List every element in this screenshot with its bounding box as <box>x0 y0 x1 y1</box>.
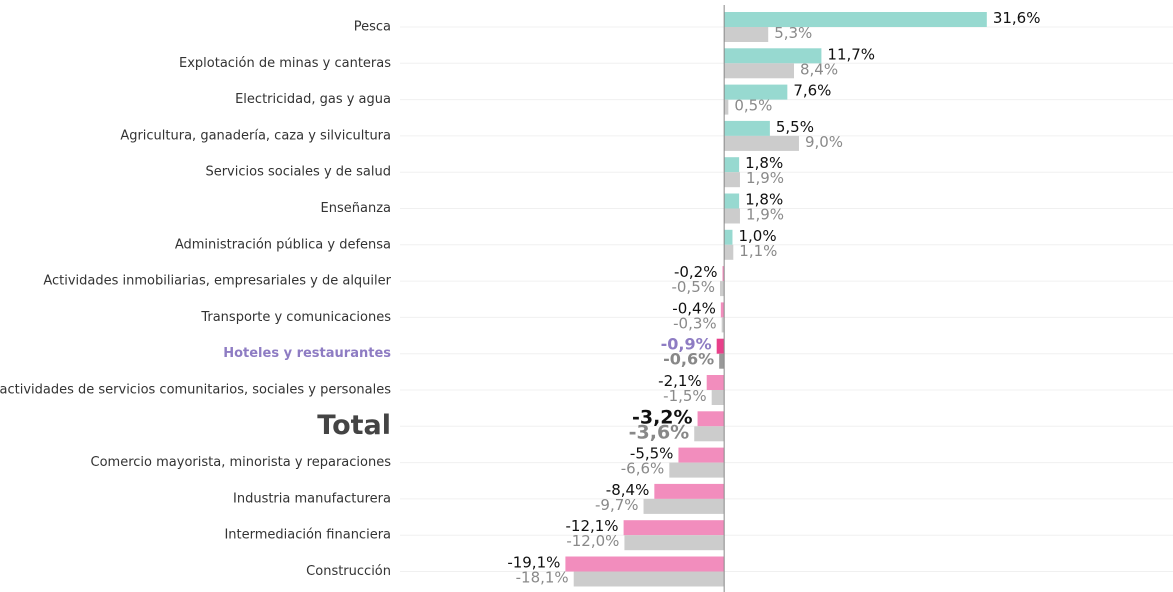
bar <box>721 317 725 333</box>
value-label: 5,5% <box>776 118 814 136</box>
value-label: -18,1% <box>516 569 569 587</box>
category-label: Enseñanza <box>321 201 391 216</box>
category-label: Otras actividades de servicios comunitar… <box>0 383 391 398</box>
bar <box>669 462 725 478</box>
bar <box>711 390 725 405</box>
bar <box>697 411 725 427</box>
value-label: -19,1% <box>507 554 560 572</box>
bar <box>724 172 740 188</box>
value-label: 1,9% <box>746 169 784 187</box>
value-label: -0,2% <box>674 263 718 281</box>
value-label: 11,7% <box>827 45 875 63</box>
bar <box>724 12 987 27</box>
value-label: -3,2% <box>632 406 693 428</box>
value-label: 1,9% <box>746 206 784 224</box>
bar <box>724 229 733 245</box>
value-label: -0,4% <box>672 299 716 317</box>
value-label: -12,1% <box>566 517 619 535</box>
value-label: -8,4% <box>606 481 650 499</box>
value-label: -5,5% <box>630 445 674 463</box>
value-label: 1,8% <box>745 154 783 172</box>
bar <box>720 302 725 318</box>
bar <box>724 208 740 224</box>
value-label: 8,4% <box>800 60 838 78</box>
bar <box>724 27 769 42</box>
category-label: Actividades inmobiliarias, empresariales… <box>43 274 391 289</box>
value-label: -1,5% <box>663 387 707 405</box>
category-label: Industria manufacturera <box>233 491 391 506</box>
bar <box>724 244 734 260</box>
category-label: Electricidad, gas y agua <box>235 92 391 107</box>
category-label: Total <box>317 410 391 441</box>
value-label: 9,0% <box>805 133 843 151</box>
bar <box>724 135 799 151</box>
value-label: -12,0% <box>566 532 619 550</box>
value-label: -0,9% <box>661 335 712 354</box>
bar <box>724 99 729 115</box>
value-label: -9,7% <box>595 496 639 514</box>
category-label: Intermediación financiera <box>224 528 391 543</box>
category-label: Servicios sociales y de salud <box>205 165 391 180</box>
bar <box>724 48 822 64</box>
value-label: 7,6% <box>793 82 831 100</box>
value-label: 31,6% <box>993 9 1041 27</box>
value-label: 1,1% <box>739 242 777 260</box>
category-label: Hoteles y restaurantes <box>223 346 391 361</box>
bar <box>624 535 725 551</box>
bar <box>724 157 740 173</box>
category-label: Construcción <box>306 564 391 579</box>
bar <box>722 266 725 282</box>
value-label: -0,5% <box>671 278 715 296</box>
value-label: -0,3% <box>673 314 717 332</box>
bar <box>565 556 725 572</box>
bar <box>623 520 725 536</box>
bar <box>716 338 725 354</box>
bar <box>719 353 725 369</box>
value-label: -2,1% <box>658 372 702 390</box>
bar <box>654 483 725 499</box>
category-label: Agricultura, ganadería, caza y silvicult… <box>120 128 391 143</box>
bar <box>678 447 725 463</box>
value-label: 0,5% <box>734 97 772 115</box>
category-label: Explotación de minas y canteras <box>179 56 391 71</box>
value-label: -6,6% <box>621 460 665 478</box>
value-label: 1,0% <box>738 227 776 245</box>
value-label: -0,6% <box>663 350 714 369</box>
category-label: Transporte y comunicaciones <box>200 310 391 325</box>
bar <box>720 281 725 297</box>
bar <box>573 571 725 587</box>
bar <box>694 426 725 442</box>
bar <box>724 63 794 79</box>
value-label: -3,6% <box>629 421 690 443</box>
category-label: Administración pública y defensa <box>175 237 391 252</box>
bar <box>643 498 725 514</box>
bar <box>706 375 725 390</box>
value-label: 1,8% <box>745 191 783 209</box>
value-label: 5,3% <box>774 24 812 42</box>
bar <box>724 193 740 209</box>
bar <box>724 84 788 100</box>
category-label: Pesca <box>354 20 391 35</box>
bar <box>724 120 770 136</box>
category-label: Comercio mayorista, minorista y reparaci… <box>91 455 392 470</box>
